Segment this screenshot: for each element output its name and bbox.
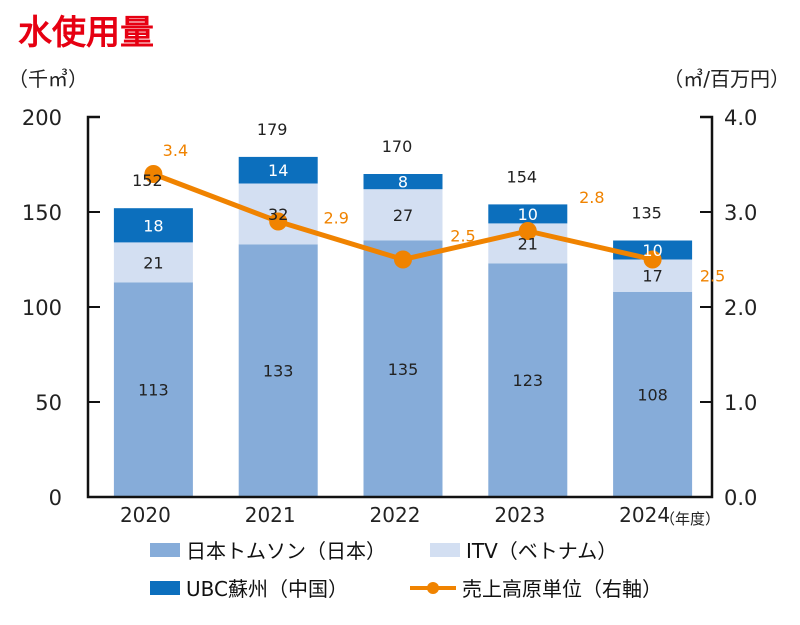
legend-swatch xyxy=(150,581,180,595)
bar-label: 14 xyxy=(268,161,288,180)
legend-item: ITV（ベトナム） xyxy=(430,539,617,563)
bar-label: 8 xyxy=(398,173,408,192)
axis-frame xyxy=(86,115,714,499)
bar-label: 21 xyxy=(143,253,163,272)
y-right-tick-label: 1.0 xyxy=(724,391,757,415)
bar-label: 18 xyxy=(143,216,163,235)
legend-swatch xyxy=(430,543,460,557)
legend-item: 日本トムソン（日本） xyxy=(150,539,386,563)
line-point xyxy=(394,250,412,269)
bar-label: 27 xyxy=(393,206,413,225)
bar-segment-2023-2 xyxy=(488,204,568,224)
bar-label: 17 xyxy=(642,267,662,286)
legend-marker-icon xyxy=(427,582,439,594)
line-point xyxy=(518,222,537,240)
bar-segment-2024-0 xyxy=(613,291,693,497)
bar-segment-2022-1 xyxy=(363,189,443,241)
total-label: 135 xyxy=(631,204,662,223)
bar-segment-2022-0 xyxy=(363,240,443,497)
line-value-label: 2.5 xyxy=(450,227,475,246)
y-right-tick-label: 2.0 xyxy=(724,296,757,320)
legend-label: 売上高原単位（右軸） xyxy=(462,577,662,601)
right-axis-unit: （㎥/百万円） xyxy=(663,67,790,91)
line-value-label: 2.8 xyxy=(579,188,604,207)
bar-label: 135 xyxy=(388,360,419,379)
x-tick-label: 2020 xyxy=(120,503,171,527)
x-tick-label: 2023 xyxy=(494,503,545,527)
bar-label: 10 xyxy=(642,241,662,260)
y-left-tick-label: 100 xyxy=(22,296,62,320)
line-point xyxy=(643,250,662,269)
bar-segment-2023-0 xyxy=(488,263,568,497)
line-point xyxy=(269,212,288,231)
y-right-tick-label: 0.0 xyxy=(724,486,757,510)
line-value-label: 2.9 xyxy=(323,209,348,228)
legend-label: ITV（ベトナム） xyxy=(466,539,617,563)
bar-segment-2022-2 xyxy=(363,174,443,190)
bar-segment-2021-0 xyxy=(238,244,318,497)
left-axis-unit: （千㎥） xyxy=(8,67,88,91)
bar-label: 113 xyxy=(138,381,169,400)
bar-label: 108 xyxy=(637,385,668,404)
x-tick-label: 2022 xyxy=(370,503,421,527)
legend-item: 売上高原単位（右軸） xyxy=(410,577,662,601)
line-point xyxy=(144,165,163,183)
chart-title: 水使用量 xyxy=(18,13,154,53)
total-label: 154 xyxy=(507,167,538,186)
bar-label: 10 xyxy=(518,205,538,224)
x-tick-label: 2021 xyxy=(245,503,296,527)
legend-item: UBC蘇州（中国） xyxy=(150,577,348,601)
line-value-label: 2.5 xyxy=(700,267,725,286)
bar-segment-2020-0 xyxy=(113,282,193,497)
bar-segment-2021-2 xyxy=(238,156,318,184)
y-left-tick-label: 200 xyxy=(22,106,62,130)
y-left-tick-label: 150 xyxy=(22,201,62,225)
bar-segment-2020-2 xyxy=(113,208,193,243)
y-left-tick-label: 0 xyxy=(49,486,62,510)
bar-label: 133 xyxy=(263,362,294,381)
bar-label: 21 xyxy=(518,234,538,253)
total-label: 170 xyxy=(382,137,413,156)
line-value-label: 3.4 xyxy=(163,141,188,160)
bar-segment-2020-1 xyxy=(113,242,193,283)
legend-swatch xyxy=(150,543,180,557)
total-label: 152 xyxy=(132,171,163,190)
y-left-tick-label: 50 xyxy=(35,391,62,415)
x-axis-unit: （年度） xyxy=(660,510,720,528)
y-right-tick-label: 4.0 xyxy=(724,106,757,130)
legend-label: 日本トムソン（日本） xyxy=(186,539,386,563)
bar-label: 123 xyxy=(513,371,544,390)
y-right-tick-label: 3.0 xyxy=(724,201,757,225)
legend-label: UBC蘇州（中国） xyxy=(186,577,348,601)
total-label: 179 xyxy=(257,120,288,139)
x-tick-label: 2024 xyxy=(619,503,670,527)
bar-label: 32 xyxy=(268,205,288,224)
